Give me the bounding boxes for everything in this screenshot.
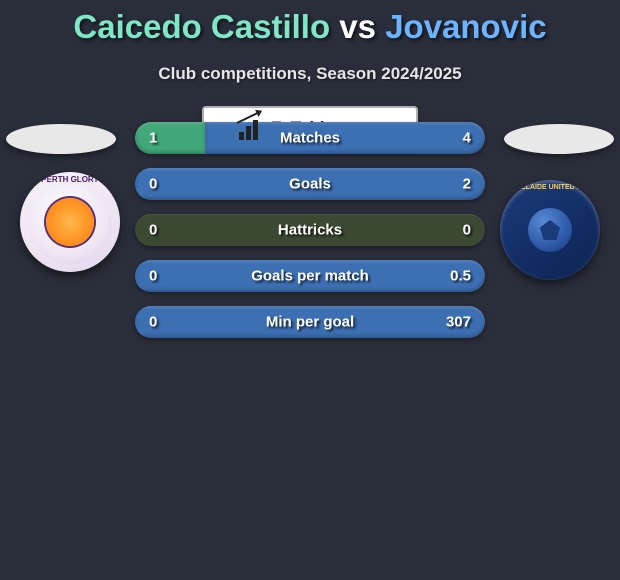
- stat-value-left: 0: [149, 268, 157, 285]
- club-right-crest: [507, 187, 593, 273]
- player2-name: Jovanovic: [385, 8, 546, 45]
- sun-icon: [46, 198, 94, 246]
- stat-value-right: 0.5: [450, 268, 471, 285]
- comparison-title: Caicedo Castillo vs Jovanovic: [0, 0, 620, 46]
- stat-label: Min per goal: [266, 314, 354, 331]
- player2-badge: [504, 124, 614, 154]
- stat-value-right: 2: [463, 176, 471, 193]
- club-left-crest: [27, 179, 113, 265]
- stat-value-left: 0: [149, 176, 157, 193]
- title-separator: vs: [339, 8, 376, 45]
- stat-value-right: 4: [463, 130, 471, 147]
- player1-name: Caicedo Castillo: [73, 8, 330, 45]
- club-badge-right: [500, 180, 600, 280]
- stat-row: 0 0 Hattricks: [135, 214, 485, 246]
- stat-row: 0 0.5 Goals per match: [135, 260, 485, 292]
- stat-row: 0 2 Goals: [135, 168, 485, 200]
- stat-label: Goals: [289, 176, 331, 193]
- stat-value-left: 1: [149, 130, 157, 147]
- ball-icon: [528, 208, 572, 252]
- stat-label: Goals per match: [251, 268, 369, 285]
- stat-value-left: 0: [149, 314, 157, 331]
- stat-value-left: 0: [149, 222, 157, 239]
- stat-value-right: 307: [446, 314, 471, 331]
- stat-label: Hattricks: [278, 222, 342, 239]
- chart-arrow-icon: [237, 116, 265, 140]
- stat-value-right: 0: [463, 222, 471, 239]
- competition-subtitle: Club competitions, Season 2024/2025: [0, 64, 620, 84]
- stat-row: 1 4 Matches: [135, 122, 485, 154]
- stats-bar-chart: 1 4 Matches 0 2 Goals 0 0 Hattricks 0 0.5 Goals per…: [135, 122, 485, 352]
- stat-bar-left: [135, 122, 205, 154]
- player1-badge: [6, 124, 116, 154]
- stat-label: Matches: [280, 130, 340, 147]
- stat-row: 0 307 Min per goal: [135, 306, 485, 338]
- club-badge-left: [20, 172, 120, 272]
